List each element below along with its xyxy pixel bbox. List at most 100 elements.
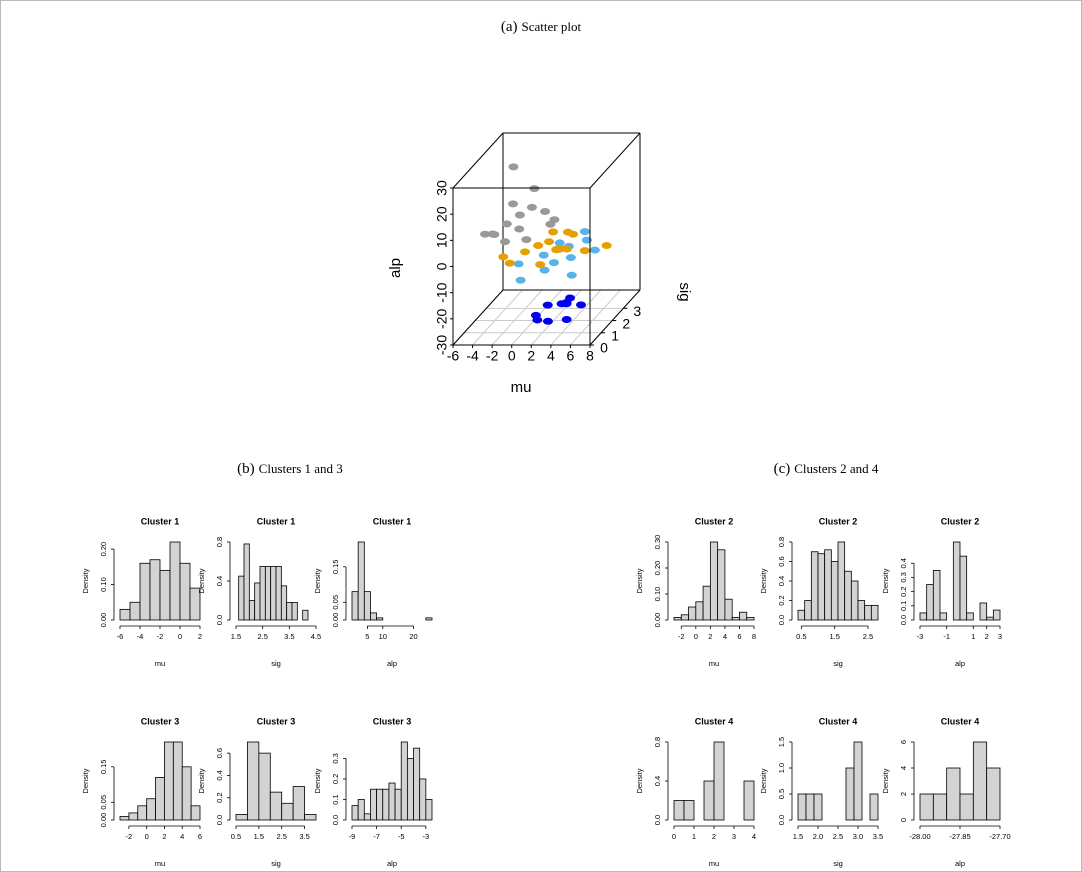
point	[533, 242, 544, 250]
x-tick-label: 6	[737, 632, 741, 641]
x-tick-label: -2	[157, 632, 164, 641]
bar	[248, 600, 256, 621]
panel-label: (a)	[501, 19, 518, 35]
bar	[269, 791, 283, 821]
z-tick-label: -10	[434, 282, 450, 302]
x-tick-label: -3	[423, 832, 430, 841]
point	[515, 276, 526, 284]
y-tick-label: 3	[633, 303, 641, 319]
bar	[979, 602, 988, 621]
y-tick-label: 0.05	[331, 595, 340, 610]
bar	[169, 541, 181, 621]
x-tick-label: 0	[694, 632, 698, 641]
bar	[159, 569, 171, 621]
bar	[845, 767, 855, 821]
y-axis-title: Density	[759, 568, 768, 593]
y-axis-title: Density	[313, 768, 322, 793]
bar	[363, 591, 371, 621]
y-axis-title: Density	[81, 568, 90, 593]
point	[498, 253, 509, 261]
z-tick-label: 10	[434, 232, 450, 248]
bar	[972, 741, 988, 821]
x-tick-label: -7	[373, 832, 380, 841]
bar	[139, 562, 151, 621]
point	[561, 315, 572, 323]
y-tick-label: 4	[899, 766, 908, 770]
y-tick-label: 0.8	[215, 537, 224, 547]
y-tick-label: 0.8	[777, 537, 786, 547]
point	[514, 225, 525, 233]
y-axis-title: Density	[197, 568, 206, 593]
bar	[746, 617, 755, 621]
x-tick-label: 3	[732, 832, 736, 841]
y-tick-label: 0.0	[215, 615, 224, 625]
x-tick-label: 0	[145, 832, 149, 841]
bar	[864, 604, 872, 621]
bar	[254, 582, 261, 621]
y-tick-label: 0.00	[99, 813, 108, 828]
y-tick-label: 0	[600, 340, 608, 356]
bar	[419, 778, 427, 821]
bar	[304, 814, 317, 821]
bar	[932, 569, 941, 621]
bar	[724, 598, 733, 621]
x-tick-label: 2.5	[863, 632, 873, 641]
bar	[281, 802, 294, 821]
box-edge	[452, 132, 504, 189]
bar	[702, 585, 711, 621]
x-tick-label: 3	[998, 632, 1002, 641]
box-edge	[589, 289, 641, 346]
x-tick-label: -5	[398, 832, 405, 841]
point	[520, 248, 531, 256]
x-tick-label: 1	[971, 632, 975, 641]
y-tick-label: 0.4	[777, 576, 786, 586]
y-tick-label: 0.3	[331, 753, 340, 763]
bar	[709, 541, 719, 621]
point	[532, 316, 543, 324]
point	[542, 317, 553, 325]
bar	[673, 800, 685, 821]
bar	[688, 606, 697, 621]
point	[579, 228, 590, 236]
point	[500, 238, 511, 246]
bar	[992, 609, 1001, 621]
bar	[853, 741, 863, 821]
bar	[850, 580, 859, 621]
floor-grid-line	[491, 289, 543, 346]
panel-caption: (b) Clusters 1 and 3	[237, 461, 343, 477]
y-tick-label: 0.20	[99, 542, 108, 557]
bar	[181, 766, 192, 821]
y-tick-label: 0.3	[899, 572, 908, 582]
x-tick-label: -4	[466, 348, 479, 364]
panel-text: Scatter plot	[522, 19, 582, 34]
x-tick-label: 0	[672, 832, 676, 841]
z-tick-label: 0	[434, 262, 450, 270]
point	[540, 208, 551, 216]
hist-title: Cluster 4	[695, 716, 734, 726]
x-tick-label: 2	[708, 632, 712, 641]
bar	[292, 786, 305, 821]
bar	[190, 805, 201, 821]
x-tick-label: -1	[943, 632, 950, 641]
bar	[370, 788, 378, 821]
x-axis-title: alp	[387, 859, 397, 868]
panel-text: Clusters 2 and 4	[794, 461, 879, 476]
point	[489, 231, 500, 239]
x-tick-label: 6	[198, 832, 202, 841]
point	[566, 271, 577, 279]
x-tick-label: 4.5	[311, 632, 321, 641]
x-tick-label: 1.5	[231, 632, 241, 641]
point	[539, 266, 550, 274]
panel-caption: (a) Scatter plot	[501, 19, 582, 35]
bar	[189, 587, 201, 621]
point	[548, 228, 559, 236]
x-tick-label: -4	[137, 632, 144, 641]
point	[563, 228, 574, 236]
y-axis-title: Density	[881, 568, 890, 593]
bar	[797, 793, 807, 821]
bar	[413, 747, 421, 821]
y-tick-label: 0.05	[99, 795, 108, 810]
bar	[179, 562, 191, 621]
bar	[683, 800, 695, 821]
y-tick-label: 0.0	[777, 615, 786, 625]
